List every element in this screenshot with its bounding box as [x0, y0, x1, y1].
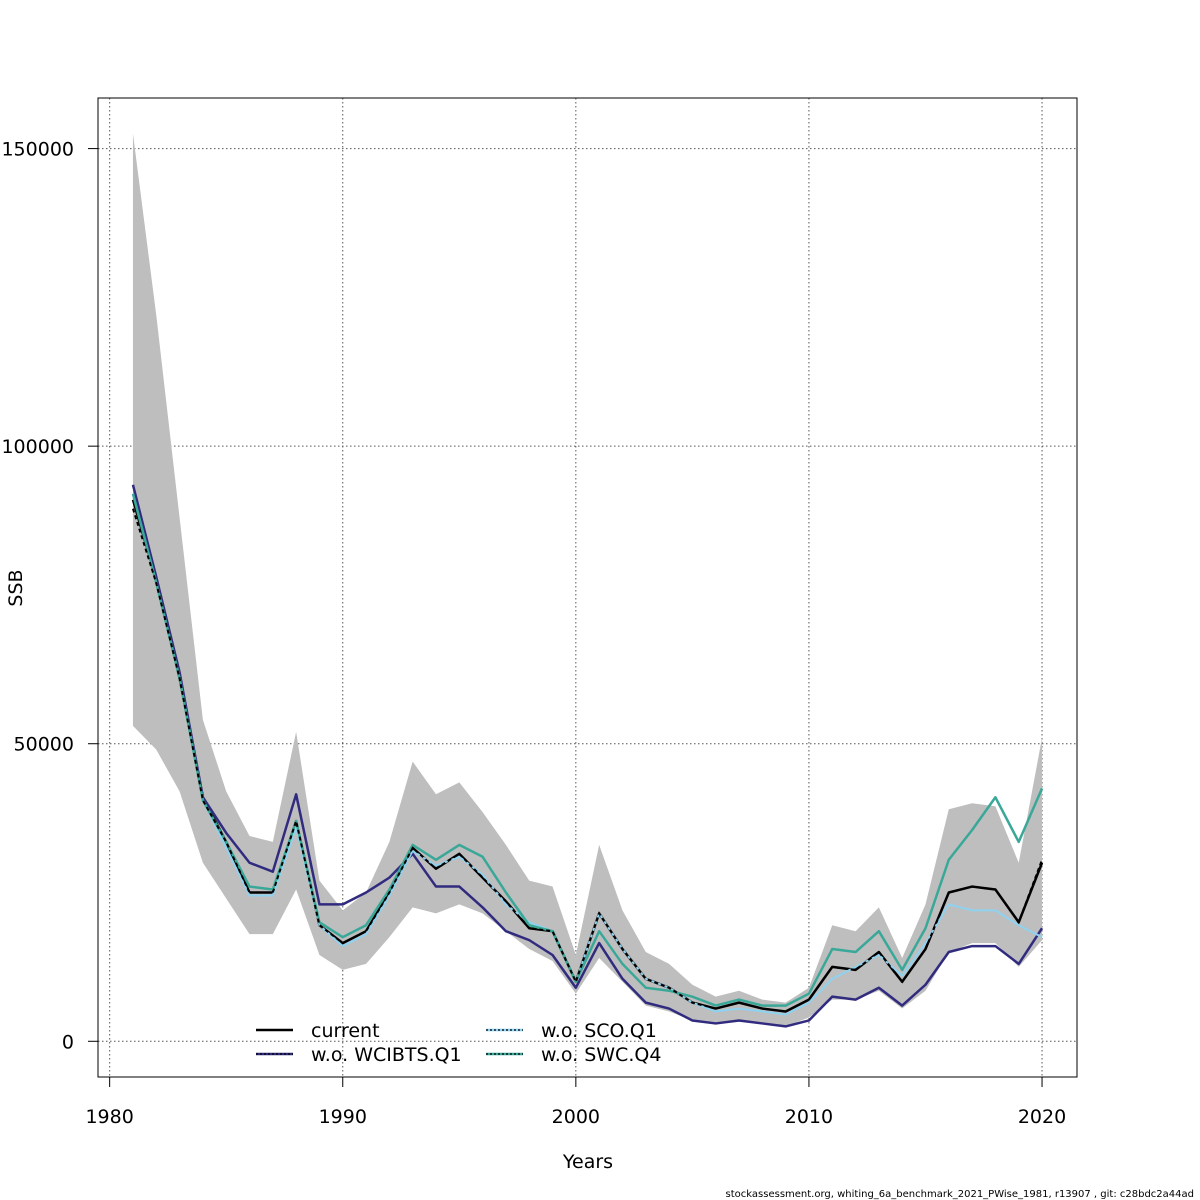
series-line-current-dashed-overlay [132, 508, 1043, 1013]
x-tick-label: 1990 [319, 1106, 367, 1128]
confidence-band [132, 133, 1043, 1027]
legend-item: w.o. SWC.Q4 [486, 1044, 661, 1066]
legend-label: w.o. WCIBTS.Q1 [311, 1044, 462, 1066]
x-tick-label: 2000 [552, 1106, 600, 1128]
legend-label: w.o. SWC.Q4 [541, 1044, 661, 1066]
y-axis-title: SSB [5, 569, 27, 606]
legend-label: w.o. SCO.Q1 [541, 1020, 657, 1042]
x-tick-label: 2010 [785, 1106, 833, 1128]
x-tick-label: 1980 [85, 1106, 133, 1128]
legend-item: current [256, 1020, 380, 1042]
y-tick-label: 150000 [1, 139, 74, 161]
x-axis: 1980 1990 2000 2010 2020 [85, 1076, 1066, 1128]
y-tick-label: 50000 [14, 734, 74, 756]
x-axis-title: Years [562, 1151, 613, 1173]
gridlines [98, 98, 1077, 1077]
y-axis: 0 50000 100000 150000 [1, 139, 99, 1053]
y-tick-label: 100000 [1, 436, 74, 458]
confidence-band-layer [132, 133, 1043, 1027]
legend-label: current [311, 1020, 380, 1042]
series-lines [131, 484, 1044, 1028]
x-tick-label: 2020 [1018, 1106, 1066, 1128]
legend-item: w.o. WCIBTS.Q1 [256, 1044, 462, 1066]
footer-credit: stockassessment.org, whiting_6a_benchmar… [726, 1189, 1194, 1200]
y-tick-label: 0 [62, 1031, 74, 1053]
legend-item: w.o. SCO.Q1 [486, 1020, 657, 1042]
series-line-w-o-wcibts-q1 [131, 484, 1044, 1028]
